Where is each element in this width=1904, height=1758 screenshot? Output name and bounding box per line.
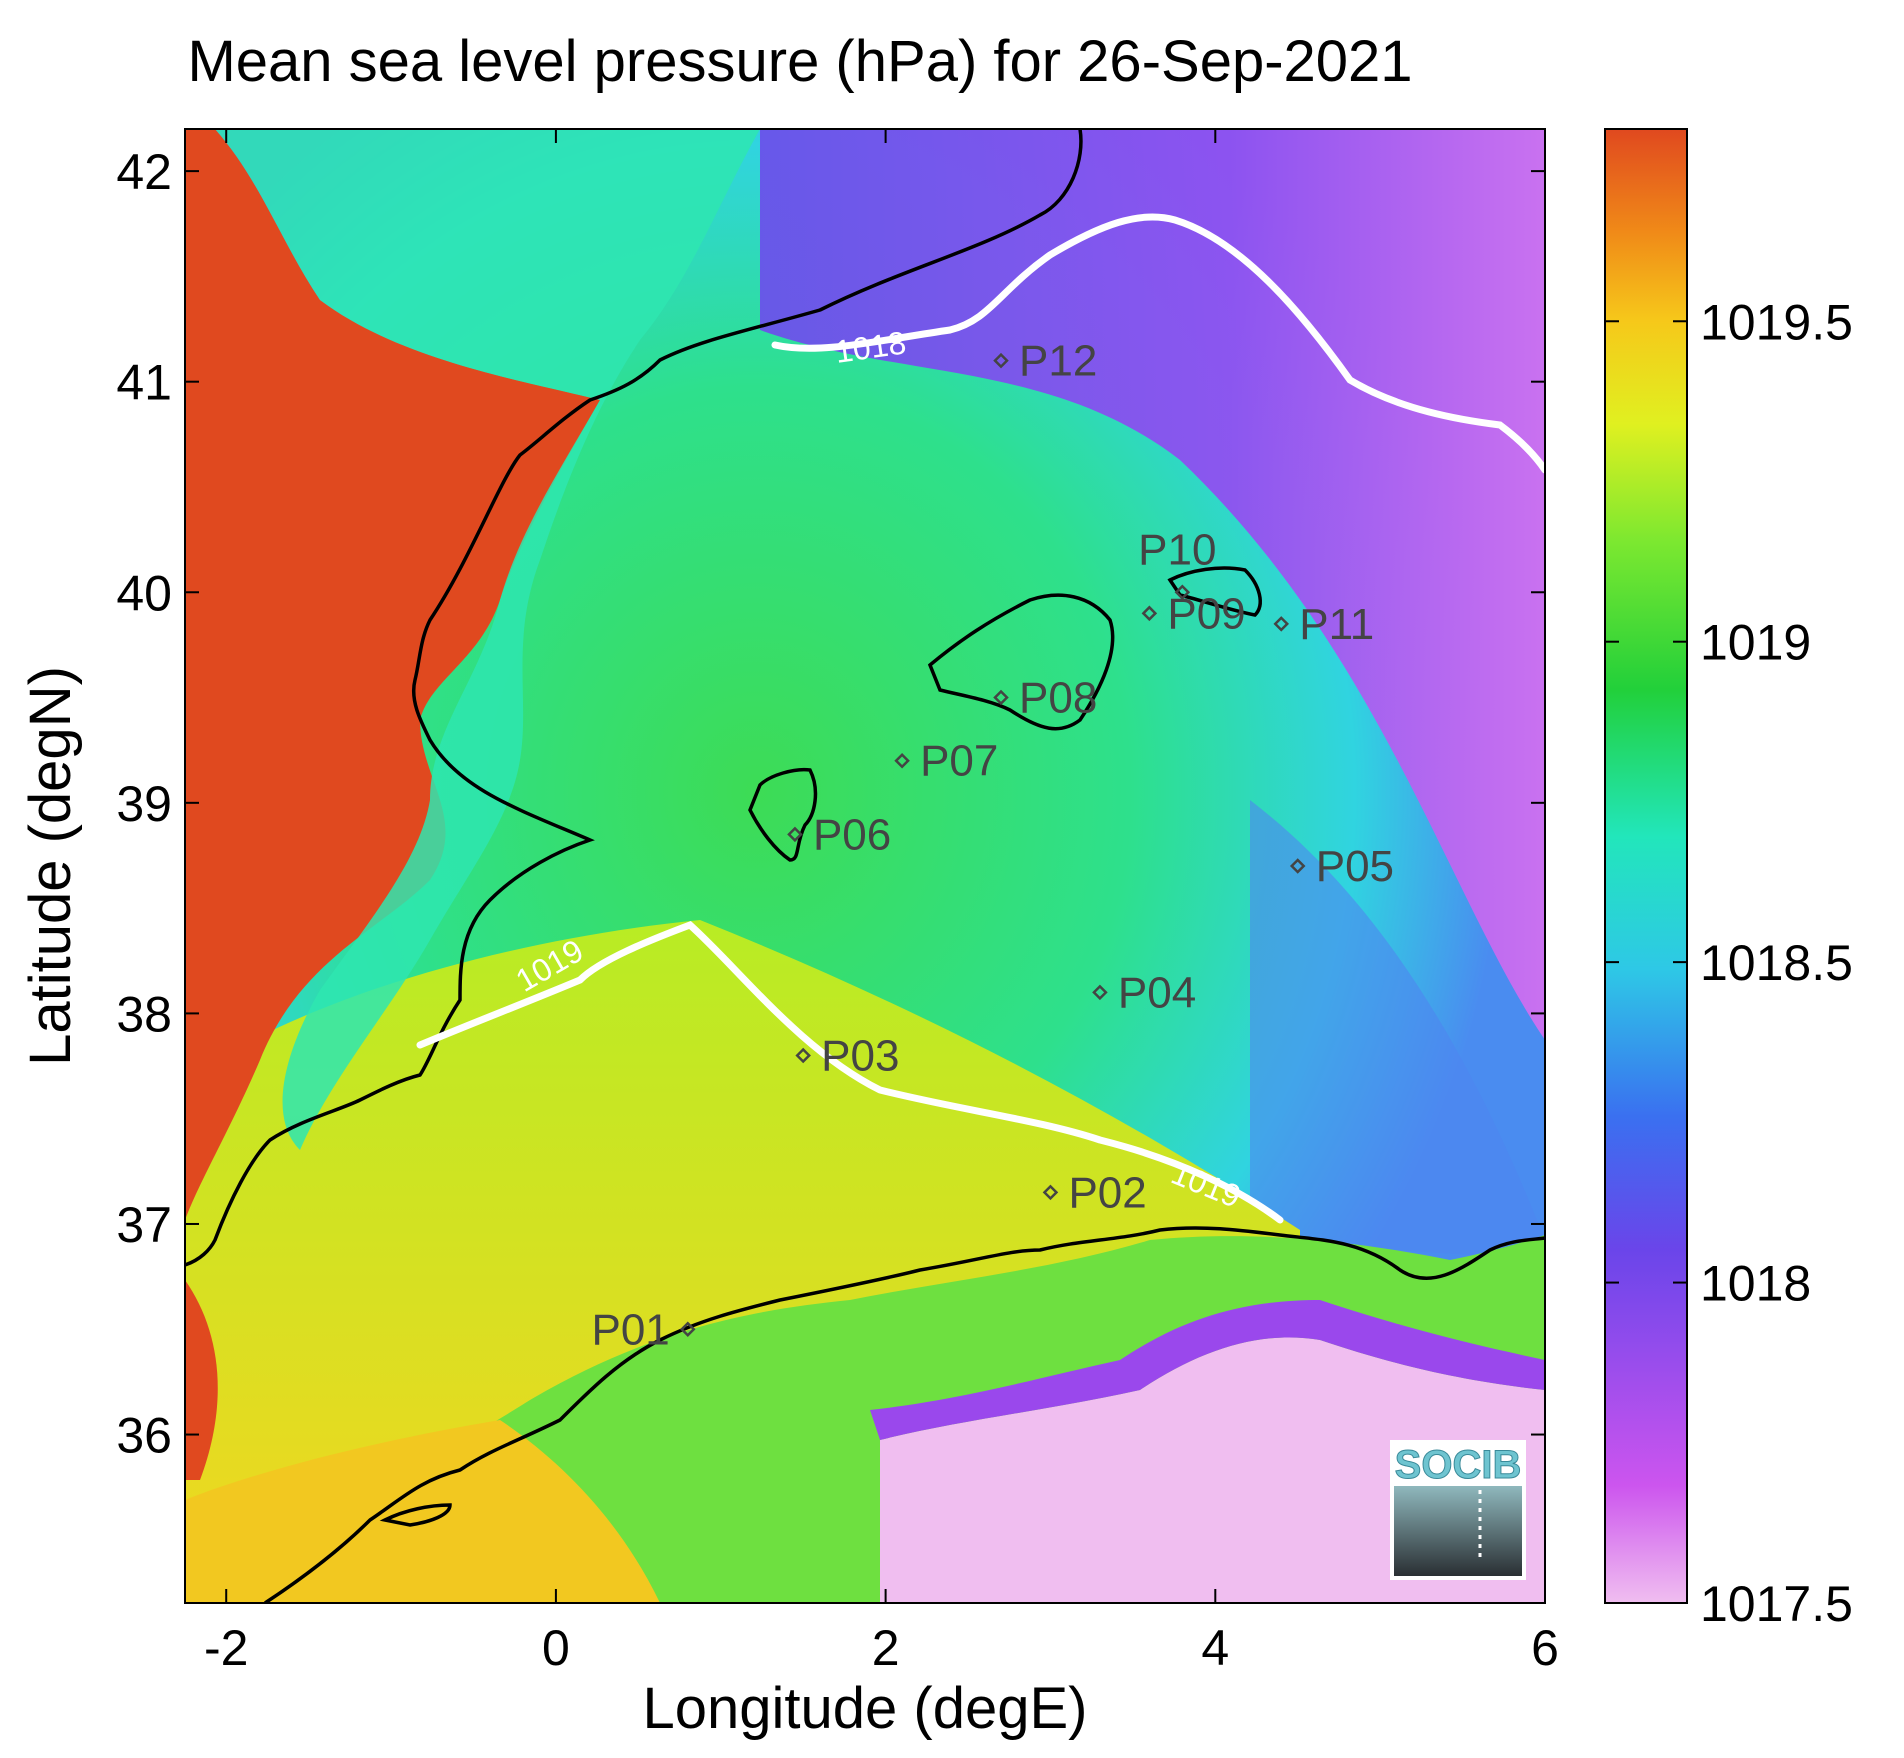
station-p02: P02 bbox=[1042, 1168, 1147, 1217]
isobar-1019-north bbox=[416, 920, 1284, 1224]
africa-purple-band bbox=[870, 1300, 1545, 1440]
station-marker bbox=[1289, 858, 1306, 874]
station-p07: P07 bbox=[894, 737, 998, 786]
station-label: P04 bbox=[1118, 968, 1196, 1017]
colorbar-tick-label: 1018 bbox=[1700, 1256, 1811, 1312]
menorca-coast bbox=[1167, 566, 1262, 617]
far-west-orange bbox=[185, 1280, 218, 1480]
y-tick-label: 39 bbox=[116, 776, 172, 832]
african-coastline bbox=[264, 1226, 1545, 1603]
station-p06: P06 bbox=[787, 810, 891, 859]
alboran-coast bbox=[379, 1503, 452, 1527]
y-tick-label: 38 bbox=[116, 986, 172, 1042]
station-label: P06 bbox=[813, 810, 891, 859]
colorbar: 1019.5 1019 1018.5 1018 1017.5 bbox=[1604, 128, 1853, 1632]
station-p12: P12 bbox=[993, 337, 1097, 386]
station-marker bbox=[1092, 984, 1108, 1001]
x-tick-label: -2 bbox=[204, 1620, 248, 1676]
colorbar-tick-label: 1018.5 bbox=[1700, 935, 1853, 991]
chart-title: Mean sea level pressure (hPa) for 26-Sep… bbox=[187, 29, 1413, 94]
station-marker bbox=[1141, 605, 1158, 622]
coastlines bbox=[185, 129, 1545, 1603]
station-marker bbox=[1042, 1184, 1059, 1201]
station-label: P12 bbox=[1019, 337, 1097, 386]
x-tick-label: 0 bbox=[542, 1620, 570, 1676]
iberia-land bbox=[185, 129, 600, 1220]
station-label: P08 bbox=[1019, 674, 1097, 723]
station-marker bbox=[795, 1047, 811, 1064]
station-marker bbox=[1174, 584, 1191, 601]
station-p03: P03 bbox=[795, 1032, 899, 1081]
colorbar-ticks: 1019.5 1019 1018.5 1018 1017.5 bbox=[1605, 294, 1853, 1632]
x-tick-label: 4 bbox=[1201, 1620, 1229, 1676]
x-axis: -2 0 2 4 6 bbox=[204, 129, 1559, 1676]
station-label: P02 bbox=[1068, 1168, 1146, 1217]
y-tick-label: 37 bbox=[116, 1197, 172, 1253]
station-marker bbox=[680, 1321, 696, 1338]
station-p01: P01 bbox=[591, 1305, 696, 1354]
southeast-blue-region bbox=[1250, 800, 1545, 1260]
pressure-field bbox=[185, 129, 1545, 1603]
socib-logo: SOCIB bbox=[1390, 1440, 1526, 1580]
station-marker bbox=[993, 352, 1009, 369]
x-axis-title: Longitude (degE) bbox=[643, 1676, 1088, 1741]
y-tick-label: 36 bbox=[116, 1408, 172, 1464]
socib-logo-text: SOCIB bbox=[1395, 1443, 1522, 1487]
station-marker bbox=[787, 826, 803, 843]
africa-south-yellow bbox=[185, 1420, 660, 1603]
y-tick-label: 40 bbox=[116, 565, 172, 621]
y-tick-label: 42 bbox=[116, 144, 172, 200]
northeast-low-region bbox=[760, 129, 1545, 1040]
x-tick-label: 6 bbox=[1531, 1620, 1559, 1676]
iberia-coastal-band bbox=[215, 129, 760, 1150]
station-label: P05 bbox=[1316, 842, 1394, 891]
station-p05: P05 bbox=[1289, 842, 1394, 891]
y-tick-label: 41 bbox=[116, 355, 172, 411]
x-tick-label: 2 bbox=[872, 1620, 900, 1676]
station-p10: P10 bbox=[1138, 525, 1216, 601]
y-axis: 42 41 40 39 38 37 36 bbox=[116, 144, 1545, 1464]
station-p11: P11 bbox=[1273, 600, 1374, 649]
station-marker bbox=[993, 689, 1009, 706]
majorca-coast bbox=[927, 593, 1115, 731]
iberian-coastline bbox=[185, 129, 1083, 1267]
station-label: P03 bbox=[821, 1032, 899, 1081]
colorbar-tick-label: 1019.5 bbox=[1700, 294, 1853, 350]
isobar-1018 bbox=[771, 213, 1545, 474]
colorbar-tick-label: 1017.5 bbox=[1700, 1576, 1853, 1632]
plot-frame bbox=[184, 128, 1546, 1604]
station-label: P10 bbox=[1138, 525, 1216, 574]
ibiza-coast bbox=[748, 767, 818, 862]
station-marker bbox=[894, 752, 910, 769]
colorbar-gradient bbox=[1604, 128, 1688, 1604]
station-label: P11 bbox=[1299, 600, 1374, 649]
y-axis-title: Latitude (degN) bbox=[18, 666, 83, 1066]
station-p08: P08 bbox=[993, 674, 1097, 723]
colorbar-tick-label: 1019 bbox=[1700, 615, 1811, 671]
isobars bbox=[416, 213, 1545, 1224]
station-p04: P04 bbox=[1092, 968, 1196, 1017]
station-marker bbox=[1273, 616, 1290, 632]
station-label: P07 bbox=[920, 737, 998, 786]
africa-pink-low bbox=[880, 1337, 1545, 1603]
station-label: P01 bbox=[591, 1305, 669, 1354]
